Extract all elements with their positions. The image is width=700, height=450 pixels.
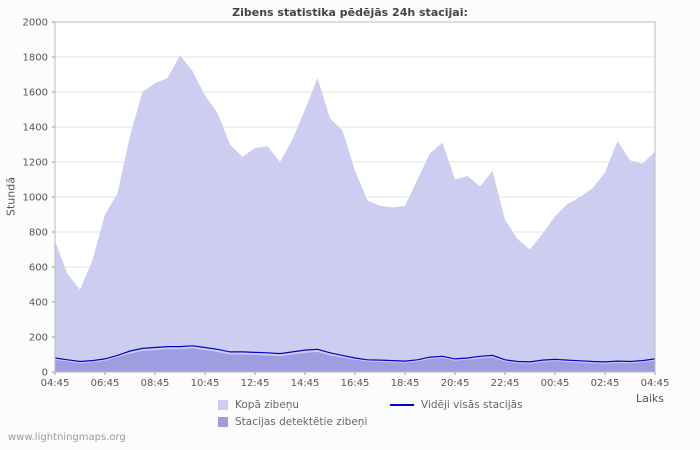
legend: Kopā zibeņu Vidēji visās stacijās Stacij… (218, 399, 523, 428)
svg-text:22:45: 22:45 (491, 378, 520, 389)
total-lightning-swatch (218, 400, 228, 410)
svg-text:04:45: 04:45 (641, 378, 670, 389)
x-axis-label: Laiks (636, 392, 665, 405)
svg-text:200: 200 (29, 333, 48, 344)
svg-text:1800: 1800 (23, 53, 48, 64)
legend-item-station-detected: Stacijas detektētie zibeņi (218, 416, 390, 428)
legend-label-total-lightning: Kopā zibeņu (235, 399, 300, 411)
svg-text:08:45: 08:45 (141, 378, 170, 389)
svg-text:06:45: 06:45 (91, 378, 120, 389)
svg-text:0: 0 (42, 368, 48, 379)
legend-label-station-detected: Stacijas detektētie zibeņi (235, 416, 368, 428)
svg-text:04:45: 04:45 (41, 378, 70, 389)
svg-text:800: 800 (29, 228, 48, 239)
svg-text:400: 400 (29, 298, 48, 309)
legend-item-total-lightning: Kopā zibeņu (218, 399, 390, 411)
station-detected-swatch (218, 417, 228, 427)
average-line-swatch (390, 404, 414, 406)
svg-text:00:45: 00:45 (541, 378, 570, 389)
svg-text:02:45: 02:45 (591, 378, 620, 389)
svg-text:14:45: 14:45 (291, 378, 320, 389)
svg-text:10:45: 10:45 (191, 378, 220, 389)
svg-text:1400: 1400 (23, 123, 48, 134)
svg-text:1600: 1600 (23, 88, 48, 99)
svg-text:600: 600 (29, 263, 48, 274)
y-axis-label: Stundā (4, 177, 18, 216)
svg-text:2000: 2000 (23, 18, 48, 29)
legend-item-average-line: Vidēji visās stacijās (390, 399, 523, 411)
watermark-text: www.lightningmaps.org (8, 432, 126, 443)
svg-text:20:45: 20:45 (441, 378, 470, 389)
svg-text:16:45: 16:45 (341, 378, 370, 389)
svg-text:18:45: 18:45 (391, 378, 420, 389)
svg-text:12:45: 12:45 (241, 378, 270, 389)
svg-text:1200: 1200 (23, 158, 48, 169)
svg-text:1000: 1000 (23, 193, 48, 204)
chart-title: Zibens statistika pēdējās 24h stacijai: (232, 6, 468, 19)
legend-label-average-line: Vidēji visās stacijās (421, 399, 523, 411)
